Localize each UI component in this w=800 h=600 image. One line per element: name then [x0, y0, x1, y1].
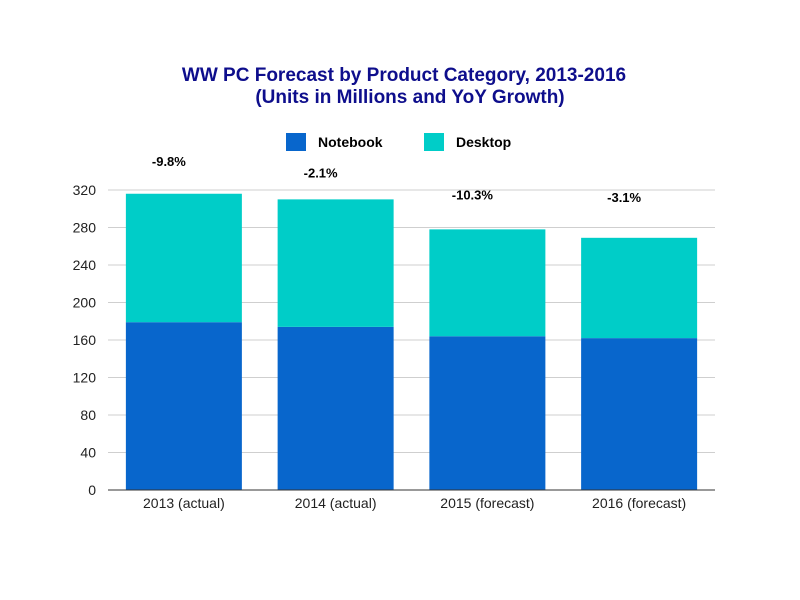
y-tick-label: 160 [73, 332, 97, 348]
bar-notebook-1 [277, 326, 394, 490]
y-tick-label: 0 [88, 482, 96, 498]
chart-title-line1: WW PC Forecast by Product Category, 2013… [182, 65, 626, 86]
x-category-label: 2015 (forecast) [440, 495, 534, 511]
x-category-label: 2014 (actual) [295, 495, 377, 511]
yoy-growth-label: -9.8% [152, 154, 186, 169]
y-tick-label: 120 [73, 370, 97, 386]
bar-notebook-2 [429, 336, 546, 490]
x-axis-labels: 2013 (actual) 2014 (actual) 2015 (forecast… [143, 495, 686, 511]
legend-swatch-desktop [424, 133, 444, 151]
y-tick-label: 200 [73, 295, 97, 311]
y-tick-label: 240 [73, 257, 97, 273]
x-category-label: 2013 (actual) [143, 495, 225, 511]
bar-desktop-2 [429, 229, 546, 337]
y-axis-ticks: 0 40 80 120 160 200 240 280 320 [73, 182, 97, 498]
yoy-growth-label: -3.1% [607, 190, 641, 205]
bar-desktop-1 [277, 199, 394, 327]
legend-swatch-notebook [286, 133, 306, 151]
legend-label-notebook: Notebook [318, 134, 383, 150]
y-tick-label: 320 [73, 182, 97, 198]
y-tick-label: 280 [73, 220, 97, 236]
yoy-growth-label: -10.3% [452, 187, 494, 202]
bar-notebook-3 [581, 338, 698, 490]
bar-desktop-0 [125, 193, 242, 323]
bars [125, 193, 698, 490]
y-tick-label: 80 [80, 407, 96, 423]
growth-annotations: -9.8% -2.1% -10.3% -3.1% [152, 154, 642, 205]
legend: Notebook Desktop [286, 133, 511, 151]
yoy-growth-label: -2.1% [304, 165, 338, 180]
x-category-label: 2016 (forecast) [592, 495, 686, 511]
chart-title-line2: (Units in Millions and YoY Growth) [255, 87, 564, 108]
bar-desktop-3 [581, 237, 698, 339]
bar-notebook-0 [125, 322, 242, 490]
legend-label-desktop: Desktop [456, 134, 511, 150]
y-tick-label: 40 [80, 445, 96, 461]
